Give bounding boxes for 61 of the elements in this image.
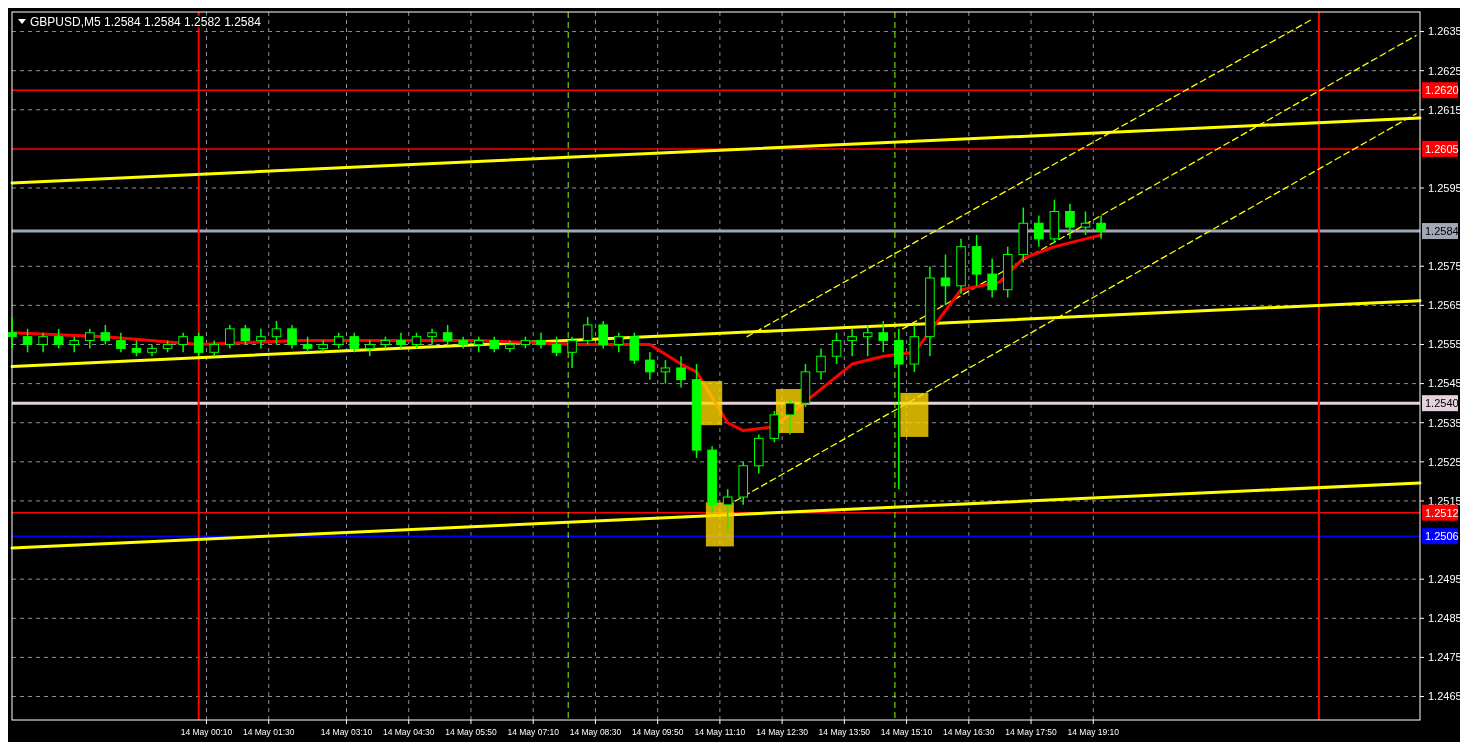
candlestick (1096, 214, 1106, 240)
candlestick (193, 332, 204, 357)
x-tick-label: 14 May 08:30 (569, 727, 622, 737)
candlestick (645, 351, 655, 381)
ref-line-label: 1.2540 (1425, 397, 1459, 410)
candlestick (53, 328, 64, 350)
candlestick (100, 324, 111, 346)
x-tick-label: 14 May 05:50 (445, 727, 497, 737)
candlestick (831, 332, 842, 365)
ref-line-label: 1.2512 (1425, 506, 1459, 519)
ref-line-label: 1.2506 (1425, 530, 1459, 542)
ref-line-label: 1.2620 (1425, 84, 1459, 97)
x-tick-label: 14 May 00:10 (180, 727, 233, 737)
candlestick (8, 316, 17, 350)
x-tick-label: 14 May 03:10 (320, 727, 373, 737)
candlestick (1065, 202, 1075, 240)
x-tick-label: 14 May 09:50 (631, 727, 684, 737)
x-tick-label: 14 May 16:30 (943, 727, 995, 737)
candlestick (442, 324, 453, 346)
candlestick (256, 328, 266, 350)
candlestick (38, 332, 48, 354)
candlestick (598, 320, 608, 350)
candlestick (85, 328, 95, 350)
candlestick (271, 320, 282, 346)
candlestick (676, 355, 686, 389)
ref-line-label: 1.2605 (1425, 142, 1459, 155)
candlestick (769, 410, 780, 444)
candlestick (567, 335, 577, 369)
candlestick (894, 328, 904, 490)
x-tick-label: 14 May 07:10 (507, 727, 560, 737)
candlestick (225, 324, 235, 350)
candlestick (349, 332, 360, 354)
candlestick (722, 488, 733, 533)
x-tick-label: 14 May 12:30 (756, 727, 809, 737)
candlestick (660, 359, 671, 385)
candlestick (613, 332, 624, 354)
x-tick-label: 14 May 15:10 (880, 727, 933, 737)
candlestick (847, 328, 857, 357)
x-tick-label: 14 May 17:50 (1005, 727, 1058, 737)
candlestick (940, 253, 951, 307)
candlestick (178, 332, 188, 354)
candlestick (1080, 210, 1091, 236)
candlestick (878, 320, 889, 354)
candlestick (240, 324, 251, 346)
candlestick (551, 335, 562, 357)
candlestick (862, 324, 873, 357)
candlestick (816, 347, 826, 381)
candlestick (987, 257, 997, 299)
x-tick-label: 14 May 01:30 (242, 727, 295, 737)
x-tick-label: 14 May 11:10 (694, 727, 746, 737)
candlestick (287, 324, 297, 350)
candlestick (116, 332, 126, 354)
x-tick-label: 14 May 04:30 (382, 727, 435, 737)
candlestick (785, 398, 795, 436)
x-tick-label: 14 May 19:10 (1067, 727, 1120, 737)
x-tick-label: 14 May 13:50 (818, 727, 871, 737)
candlestick (629, 332, 640, 365)
ref-line-label: 1.2584 (1425, 224, 1459, 237)
candlestick (22, 328, 33, 354)
candlestick (582, 316, 593, 346)
candlestick (1034, 214, 1044, 248)
